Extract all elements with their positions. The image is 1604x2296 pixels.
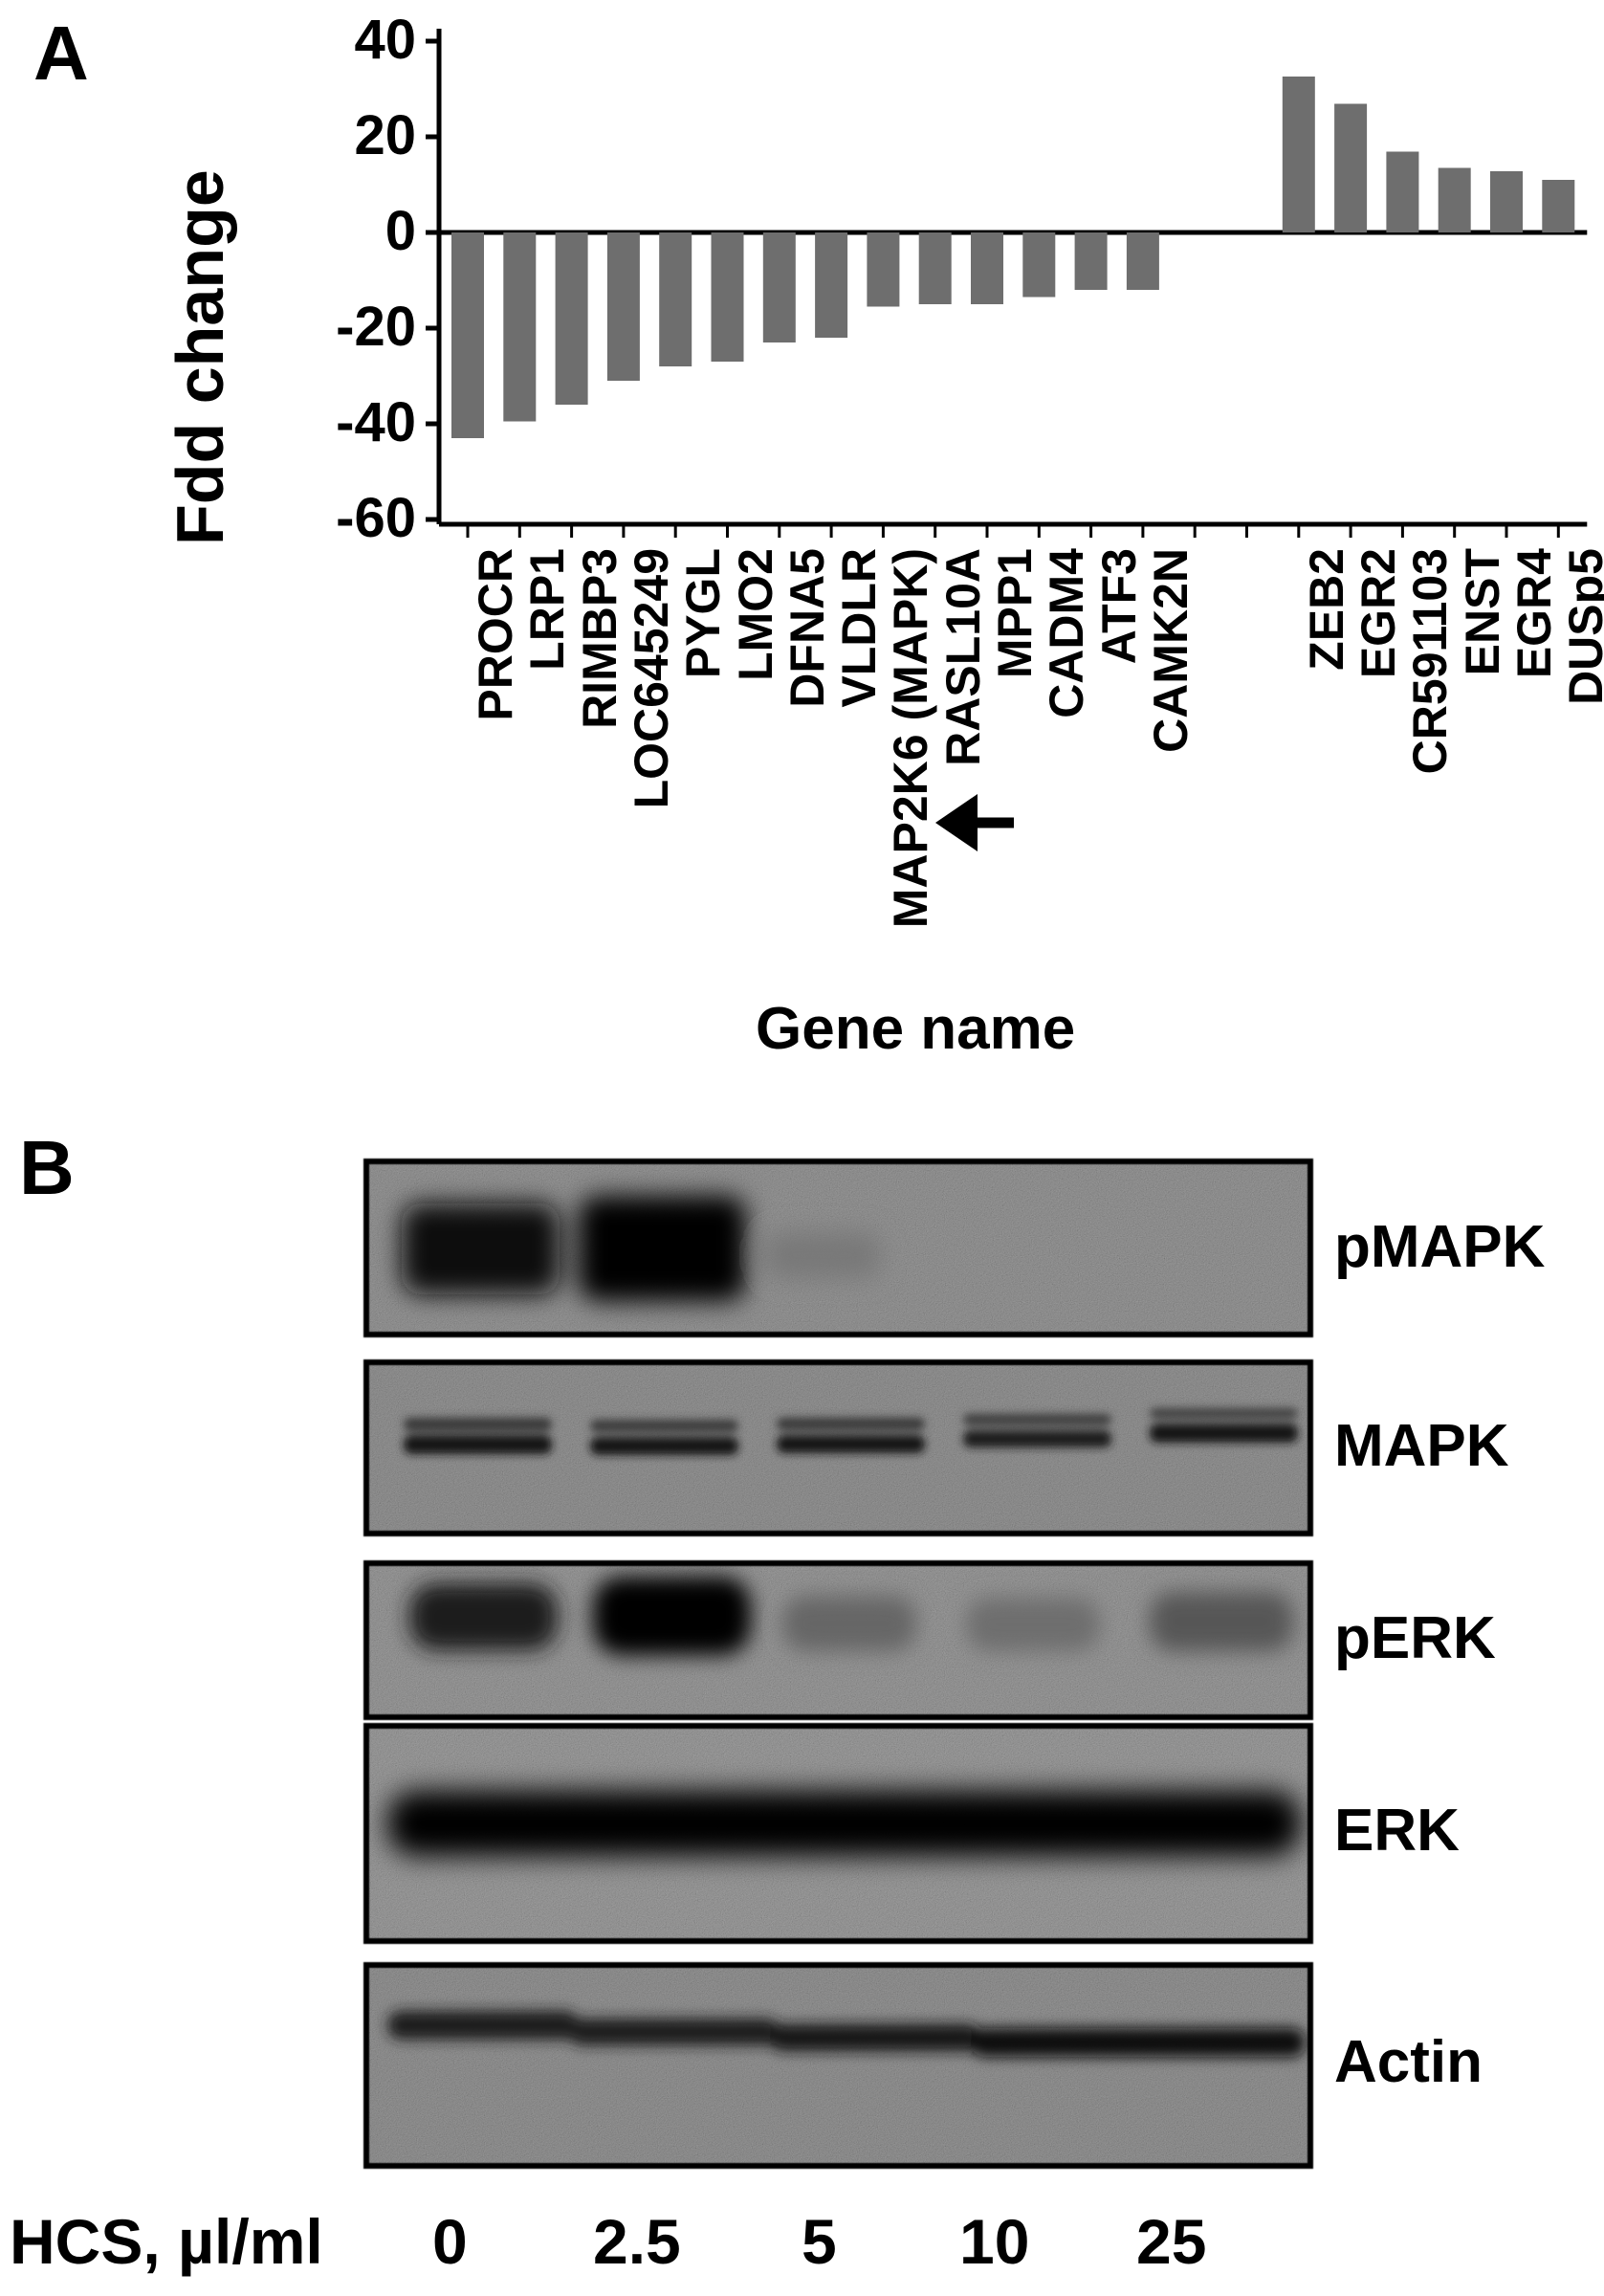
svg-text:40: 40 — [354, 9, 416, 71]
svg-text:-60: -60 — [336, 487, 416, 549]
svg-text:-40: -40 — [336, 391, 416, 453]
svg-text:20: 20 — [354, 104, 416, 166]
svg-text:0: 0 — [385, 200, 416, 262]
svg-text:-20: -20 — [336, 296, 416, 358]
